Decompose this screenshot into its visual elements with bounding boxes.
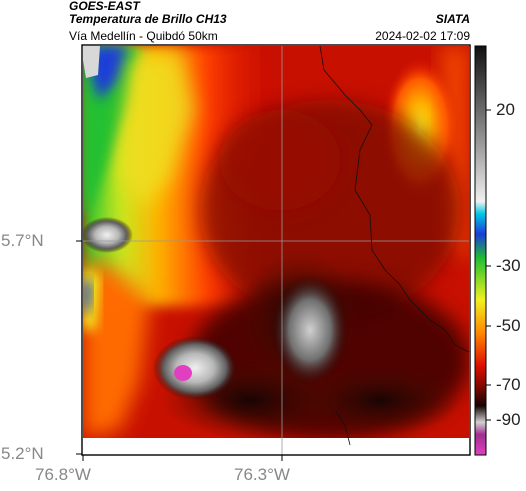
ytick-label-5-2n: 5.2°N <box>1 444 44 463</box>
colorbar-label-m50: -50 <box>496 316 521 335</box>
satellite-title: GOES-EAST <box>69 0 140 13</box>
colorbar-label-20: 20 <box>496 100 515 119</box>
department-border <box>319 45 470 353</box>
timestamp: 2024-02-02 17:09 <box>375 29 470 43</box>
agency-label: SIATA <box>435 12 470 26</box>
xtick-label-76-8w: 76.8°W <box>35 465 91 484</box>
ytick-label-5-7n: 5.7°N <box>1 231 44 250</box>
colorbar-label-m90: -90 <box>496 410 521 429</box>
colorbar <box>474 45 487 456</box>
map-frame <box>81 44 471 456</box>
colorbar-label-m70: -70 <box>496 375 521 394</box>
route-subtitle: Vía Medellín - Quibdó 50km <box>69 29 218 43</box>
colorbar-label-m30: -30 <box>496 256 521 275</box>
xtick-label-76-3w: 76.3°W <box>234 465 290 484</box>
product-title: Temperatura de Brillo CH13 <box>69 12 227 26</box>
department-border-south <box>334 409 351 446</box>
brightness-temperature-field <box>83 46 469 438</box>
